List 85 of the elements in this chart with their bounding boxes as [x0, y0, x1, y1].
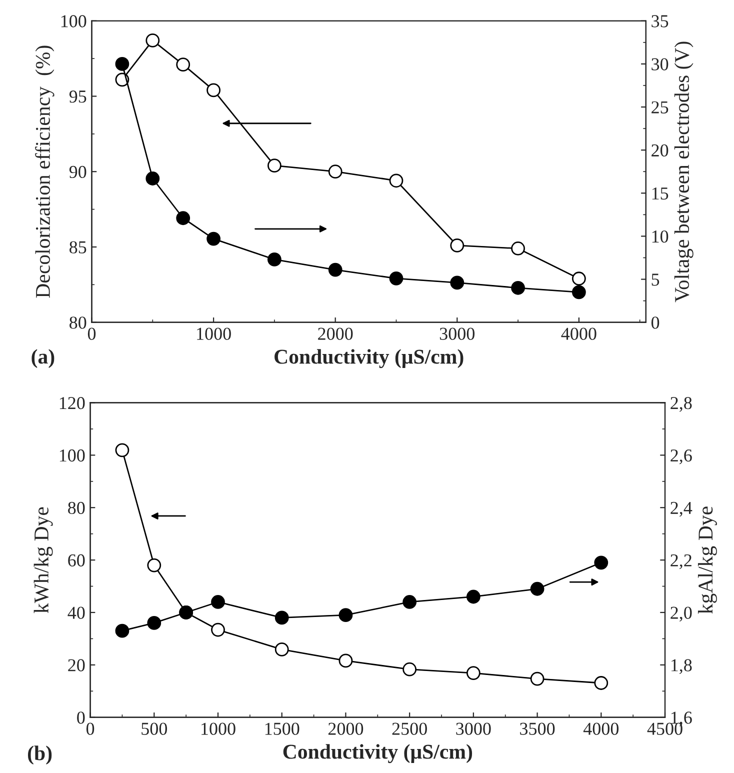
y2-tick-label: 15 [652, 187, 668, 200]
y-tick-label: 90 [69, 166, 86, 178]
point [147, 558, 162, 572]
y2-tick-label: 35 [652, 15, 668, 28]
text: (a) [32, 349, 54, 368]
point [328, 164, 342, 179]
point [466, 590, 480, 604]
x-tick-label: 1500 [265, 722, 300, 735]
x-tick-label: 3000 [440, 328, 475, 340]
point [389, 271, 404, 286]
point [115, 443, 130, 458]
x-tick-label: 4000 [583, 722, 619, 735]
y-tick-label: 100 [61, 15, 86, 28]
point [450, 276, 464, 290]
y2-tick-label: 2,6 [670, 449, 692, 464]
point [211, 622, 225, 637]
x-tick-label: 2500 [392, 722, 427, 735]
point [572, 285, 586, 300]
x-tick-label: 0 [86, 722, 94, 735]
text: (b) [28, 746, 52, 765]
y2-tick-label: 2,8 [670, 396, 692, 412]
y-tick-label: 60 [68, 554, 85, 566]
point [389, 174, 404, 188]
x-tick-label: 2000 [328, 722, 364, 735]
y-tick-label: 85 [70, 241, 86, 254]
x-axis-title: Conductivity (μS/cm) [274, 349, 464, 368]
y2-tick-label: 2,4 [670, 502, 692, 517]
y-tick-label: 80 [68, 502, 85, 514]
point [274, 610, 289, 625]
point [450, 238, 464, 252]
point [176, 211, 190, 226]
y-tick-label: 80 [70, 316, 86, 329]
y-tick-label: 95 [69, 90, 86, 103]
y-tick-label: 100 [60, 449, 85, 462]
point [211, 595, 225, 609]
point [511, 242, 525, 256]
point [402, 595, 417, 609]
point [274, 642, 289, 656]
point [594, 556, 608, 570]
point [572, 272, 586, 286]
point [338, 654, 353, 668]
point [146, 172, 160, 186]
point [115, 624, 130, 638]
x-tick-label: 3500 [520, 722, 555, 735]
x-tick-label: 1000 [202, 722, 236, 735]
y-axis-title: Decolorization efficiency (%) [35, 46, 54, 298]
point [146, 34, 160, 48]
y2-tick-label: 2,2 [670, 554, 692, 570]
point [530, 672, 544, 686]
y-axis-title: kWh/kg Dye [34, 507, 53, 614]
point [268, 252, 282, 266]
point [466, 666, 480, 680]
point [402, 662, 417, 676]
x-tick-label: 1000 [197, 328, 231, 340]
y2-tick-label: 30 [652, 58, 668, 70]
point [594, 676, 608, 690]
y2-tick-label: 2,0 [670, 606, 692, 622]
point [206, 83, 220, 98]
point [176, 58, 190, 72]
point [511, 280, 525, 295]
y-tick-label: 20 [68, 659, 85, 672]
x-tick-label: 500 [142, 722, 167, 735]
y-tick-label: 0 [77, 712, 85, 724]
point [338, 608, 353, 622]
point [147, 616, 162, 630]
x-tick-label: 2000 [318, 328, 353, 340]
y2-tick-label: 20 [652, 144, 668, 157]
y-tick-label: 120 [60, 396, 85, 410]
point [328, 262, 342, 277]
point [115, 56, 130, 71]
x-tick-label: 0 [88, 328, 96, 340]
y2-axis-title: kgAl/kg Dye [698, 506, 717, 614]
y2-tick-label: 25 [652, 101, 668, 114]
y2-axis-title: Voltage between electrodes (V) [674, 42, 694, 302]
point [268, 158, 282, 173]
y2-tick-label: 1,8 [671, 659, 692, 674]
x-tick-label: 4000 [561, 328, 596, 340]
point [530, 582, 544, 596]
y2-tick-label: 5 [652, 274, 660, 286]
y2-tick-label: 0 [651, 316, 660, 329]
y2-tick-label: 10 [652, 230, 668, 243]
x-tick-label: 3000 [456, 722, 491, 735]
x-axis-title: Conductivity (μS/cm) [283, 744, 472, 764]
point [206, 232, 220, 246]
y-tick-label: 40 [68, 606, 85, 619]
